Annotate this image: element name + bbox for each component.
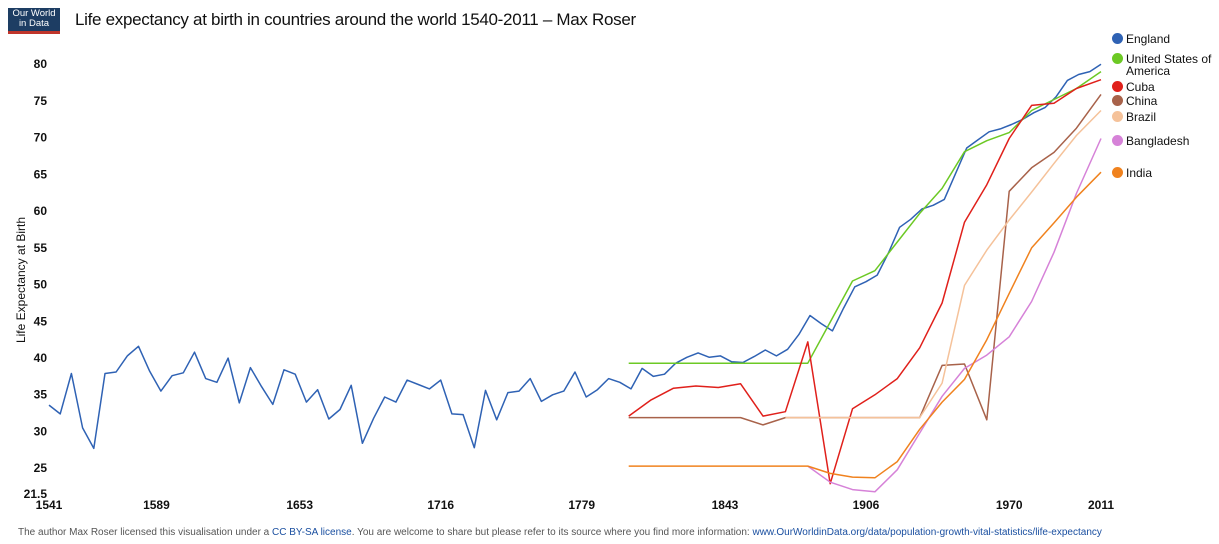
x-tick-label: 1970 — [996, 498, 1023, 512]
logo-line: Our World — [12, 8, 56, 19]
x-tick-label: 1716 — [427, 498, 454, 512]
y-tick-label: 21.5 — [24, 487, 48, 501]
source-link[interactable]: www.OurWorldinData.org/data/population-g… — [752, 527, 1102, 538]
x-tick-label: 1589 — [143, 498, 170, 512]
series-line — [48, 63, 1102, 450]
legend-label: Cuba — [1126, 80, 1155, 94]
legend-entry[interactable]: Bangladesh — [1112, 135, 1212, 147]
legend-entry[interactable]: China — [1112, 95, 1212, 107]
series-line — [785, 109, 1102, 419]
y-tick-label: 55 — [34, 241, 48, 255]
legend-label: United States of America — [1126, 52, 1212, 78]
legend-entry[interactable]: England — [1112, 33, 1212, 45]
y-tick-label: 40 — [34, 351, 48, 365]
legend-entry[interactable]: India — [1112, 167, 1212, 179]
x-tick-label: 1779 — [568, 498, 595, 512]
legend-swatch — [1112, 135, 1123, 146]
legend-swatch — [1112, 111, 1123, 122]
y-tick-label: 65 — [34, 167, 48, 181]
y-tick-label: 35 — [34, 388, 48, 402]
legend-entry[interactable]: United States of America — [1112, 53, 1212, 77]
legend-swatch — [1112, 95, 1123, 106]
footer-text: . You are welcome to share but please re… — [351, 527, 750, 538]
chart: Life Expectancy at Birth 21.5 25 30 35 40 45 5… — [14, 57, 1114, 512]
x-tick-label: 1906 — [853, 498, 880, 512]
logo-line: in Data — [18, 18, 50, 29]
y-tick-label: 30 — [34, 424, 48, 438]
legend-label: England — [1126, 32, 1171, 46]
x-tick-label: 1541 — [36, 498, 63, 512]
legend-swatch — [1112, 167, 1123, 178]
license-link[interactable]: CC BY-SA license — [272, 527, 352, 538]
y-tick-label: 25 — [34, 461, 48, 475]
series-line — [628, 78, 1102, 485]
y-tick-label: 45 — [34, 314, 48, 328]
legend-label: China — [1126, 94, 1158, 108]
footer-text: The author Max Roser licensed this visua… — [18, 527, 270, 538]
legend-label: India — [1126, 166, 1153, 180]
series-line — [628, 70, 1102, 364]
series-line — [807, 138, 1102, 493]
legend-label: Brazil — [1126, 110, 1157, 124]
legend-label: Bangladesh — [1126, 134, 1190, 148]
legend-swatch — [1112, 81, 1123, 92]
x-tick-label: 1653 — [286, 498, 313, 512]
x-tick-label: 1843 — [712, 498, 739, 512]
x-tick-label: 2011 — [1088, 498, 1114, 512]
series-line — [628, 93, 1102, 426]
series-line — [628, 171, 1102, 479]
y-tick-label: 75 — [34, 94, 48, 108]
logo[interactable]: Our World in Data — [8, 8, 60, 34]
y-axis-label: Life Expectancy at Birth — [14, 217, 28, 343]
footer: The author Max Roser licensed this visua… — [18, 527, 1102, 538]
legend-swatch — [1112, 53, 1123, 64]
legend: England United States of America Cuba China… — [1112, 29, 1212, 179]
y-tick-label: 50 — [34, 278, 48, 292]
legend-entry[interactable]: Cuba — [1112, 81, 1212, 93]
y-tick-label: 60 — [34, 204, 48, 218]
legend-swatch — [1112, 33, 1123, 44]
y-tick-label: 70 — [34, 131, 48, 145]
chart-title: Life expectancy at birth in countries ar… — [75, 10, 636, 29]
y-tick-label: 80 — [34, 57, 48, 71]
legend-entry[interactable]: Brazil — [1112, 111, 1212, 123]
